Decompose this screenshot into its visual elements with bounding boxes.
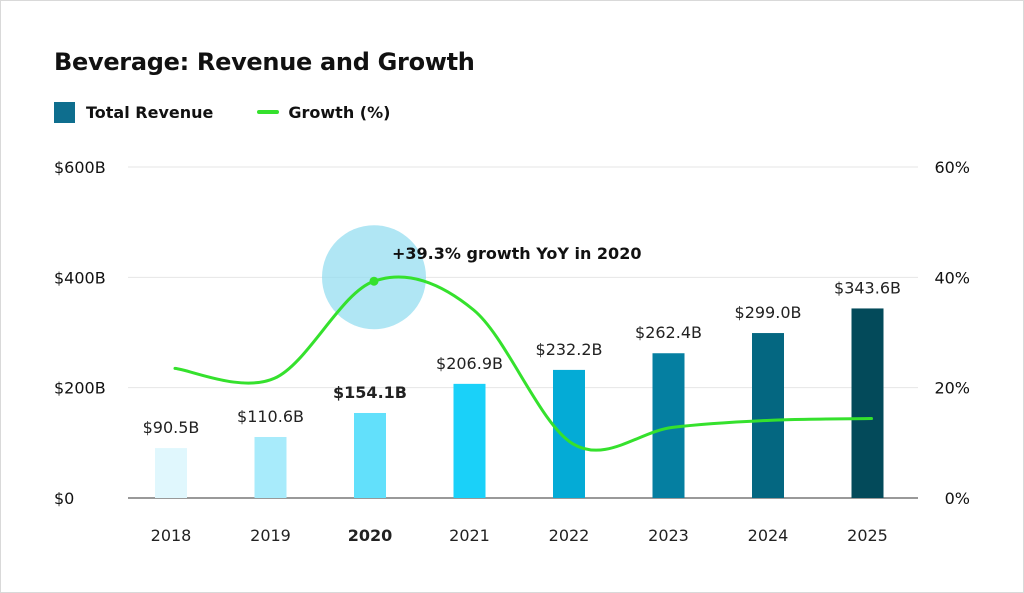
- x-tick-label-2021: 2021: [449, 526, 490, 545]
- x-tick-label-2024: 2024: [748, 526, 789, 545]
- x-tick-label-2023: 2023: [648, 526, 689, 545]
- x-tick-label-2019: 2019: [250, 526, 291, 545]
- bar-label-2020: $154.1B: [333, 383, 407, 402]
- chart-title: Beverage: Revenue and Growth: [54, 48, 475, 76]
- chart-legend: Total Revenue Growth (%): [54, 100, 434, 124]
- bar-2024: [752, 333, 784, 498]
- bar-label-2018: $90.5B: [143, 418, 200, 437]
- bar-2025: [851, 308, 884, 498]
- growth-line: [173, 275, 873, 452]
- legend-item-growth: Growth (%): [257, 103, 390, 122]
- bar-label-2022: $232.2B: [536, 340, 603, 359]
- legend-label-revenue: Total Revenue: [86, 102, 214, 122]
- bar-label-2019: $110.6B: [237, 407, 304, 426]
- bar-2021: [453, 383, 486, 498]
- legend-swatch-growth: [257, 110, 280, 114]
- legend-swatch-revenue: [54, 101, 75, 123]
- x-tick-label-2018: 2018: [151, 526, 192, 545]
- bar-label-2024: $299.0B: [735, 303, 802, 322]
- x-tick-label-2020: 2020: [348, 526, 393, 545]
- bar-label-2023: $262.4B: [635, 323, 702, 342]
- y-left-tick-label: $0: [54, 489, 74, 508]
- y-right-tick-label: 60%: [934, 158, 970, 177]
- y-right-tick-label: 40%: [934, 268, 970, 287]
- y-left-tick-label: $600B: [54, 158, 106, 177]
- legend-item-revenue: Total Revenue: [54, 101, 214, 123]
- bar-2020: [354, 412, 386, 498]
- legend-label-growth: Growth (%): [288, 102, 391, 122]
- bar-2018: [155, 448, 187, 498]
- y-right-tick-label: 0%: [945, 489, 970, 508]
- y-left-tick-label: $400B: [54, 268, 106, 287]
- bar-label-2021: $206.9B: [436, 354, 503, 373]
- y-left-tick-label: $200B: [54, 379, 106, 398]
- bar-2019: [254, 436, 287, 498]
- annotation-label: +39.3% growth YoY in 2020: [392, 244, 641, 263]
- growth-point-2020: [369, 276, 379, 286]
- bar-label-2025: $343.6B: [834, 278, 901, 297]
- x-tick-label-2025: 2025: [847, 526, 888, 545]
- x-tick-label-2022: 2022: [549, 526, 590, 545]
- y-right-tick-label: 20%: [934, 379, 970, 398]
- bar-2022: [553, 369, 585, 498]
